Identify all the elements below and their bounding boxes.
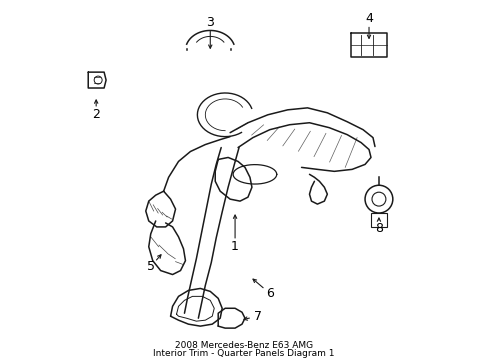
Text: 2: 2 xyxy=(92,108,100,121)
Text: 2008 Mercedes-Benz E63 AMG: 2008 Mercedes-Benz E63 AMG xyxy=(175,342,312,351)
Text: 6: 6 xyxy=(265,287,273,300)
Text: 1: 1 xyxy=(231,240,239,253)
Text: 7: 7 xyxy=(253,310,262,323)
Text: 3: 3 xyxy=(206,16,214,29)
Text: 8: 8 xyxy=(374,222,382,235)
Bar xyxy=(370,213,386,227)
Text: 5: 5 xyxy=(146,260,154,273)
Text: Interior Trim - Quarter Panels Diagram 1: Interior Trim - Quarter Panels Diagram 1 xyxy=(153,350,334,359)
Text: 4: 4 xyxy=(365,12,372,25)
